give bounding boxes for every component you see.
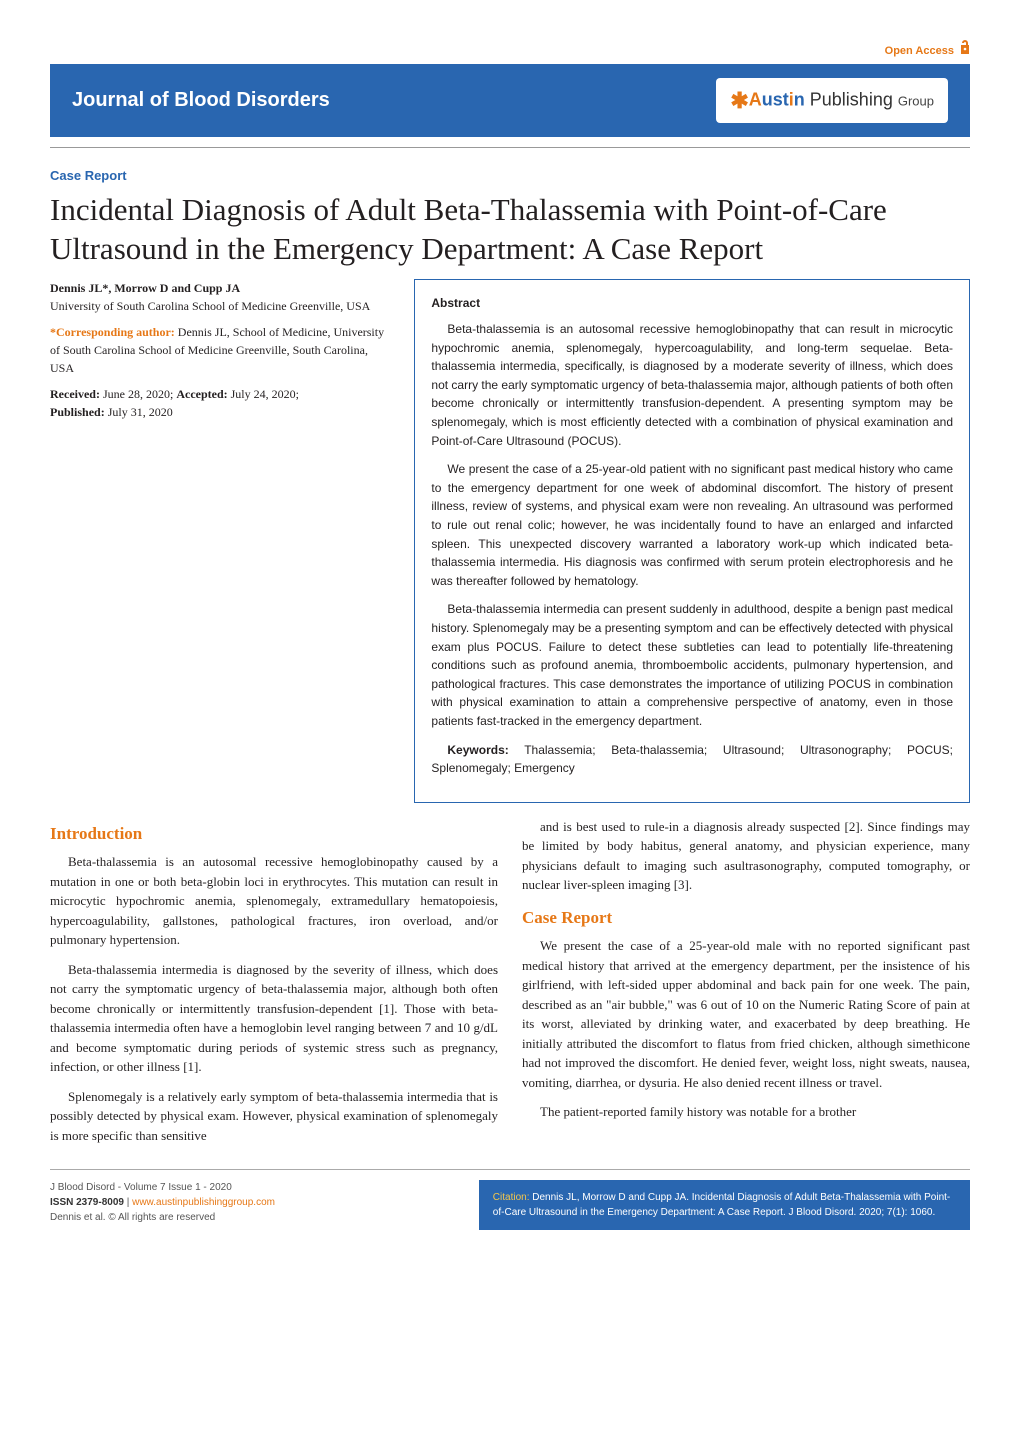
intro-p2: Beta-thalassemia intermedia is diagnosed… [50, 960, 498, 1077]
footer-divider [50, 1169, 970, 1170]
corresponding-label: *Corresponding author: [50, 325, 175, 339]
divider [50, 147, 970, 148]
corresponding-author: *Corresponding author: Dennis JL, School… [50, 323, 390, 377]
accepted-label: Accepted: [176, 387, 227, 401]
star-icon: ✱ [730, 88, 748, 113]
footer-url: www.austinpublishinggroup.com [132, 1197, 275, 1208]
journal-name: Journal of Blood Disorders [72, 85, 330, 115]
case-p2: The patient-reported family history was … [522, 1102, 970, 1122]
abstract-box: Abstract Beta-thalassemia is an autosoma… [414, 279, 970, 803]
open-access-icon [960, 40, 970, 60]
citation-box: Citation: Dennis JL, Morrow D and Cupp J… [479, 1180, 970, 1230]
abstract-p1: Beta-thalassemia is an autosomal recessi… [431, 320, 953, 450]
abstract-p2: We present the case of a 25-year-old pat… [431, 460, 953, 590]
publication-dates: Received: June 28, 2020; Accepted: July … [50, 385, 390, 421]
keywords-text: Thalassemia; Beta-thalassemia; Ultrasoun… [431, 743, 953, 776]
published-date: July 31, 2020 [105, 405, 173, 419]
citation-text: Dennis JL, Morrow D and Cupp JA. Inciden… [493, 1192, 950, 1218]
keywords: Keywords: Thalassemia; Beta-thalassemia;… [431, 741, 953, 778]
footer-copyright: Dennis et al. © All rights are reserved [50, 1210, 455, 1225]
abstract-p3: Beta-thalassemia intermedia can present … [431, 600, 953, 730]
received-label: Received: [50, 387, 100, 401]
case-p1: We present the case of a 25-year-old mal… [522, 936, 970, 1092]
footer: J Blood Disord - Volume 7 Issue 1 - 2020… [50, 1180, 970, 1230]
article-type: Case Report [50, 166, 970, 186]
introduction-heading: Introduction [50, 821, 498, 847]
article-title: Incidental Diagnosis of Adult Beta-Thala… [50, 191, 970, 269]
citation-label: Citation: [493, 1192, 530, 1203]
publisher-sub: Publishing [810, 89, 893, 109]
journal-banner: Journal of Blood Disorders ✱Austin Publi… [50, 64, 970, 137]
author-meta-column: Dennis JL*, Morrow D and Cupp JA Univers… [50, 279, 390, 803]
intro-p3: Splenomegaly is a relatively early sympt… [50, 1087, 498, 1146]
publisher-badge: ✱Austin Publishing Group [716, 78, 948, 123]
open-access-text: Open Access [885, 45, 954, 57]
affiliation: University of South Carolina School of M… [50, 297, 390, 315]
intro-p1: Beta-thalassemia is an autosomal recessi… [50, 852, 498, 950]
accepted-date: July 24, 2020; [228, 387, 299, 401]
issn-label: ISSN 2379-8009 [50, 1197, 124, 1208]
meta-columns: Dennis JL*, Morrow D and Cupp JA Univers… [50, 279, 970, 803]
publisher-group: Group [898, 93, 934, 108]
received-date: June 28, 2020; [100, 387, 176, 401]
authors: Dennis JL*, Morrow D and Cupp JA [50, 279, 390, 297]
footer-issn-line: ISSN 2379-8009 | www.austinpublishinggro… [50, 1195, 455, 1210]
abstract-heading: Abstract [431, 294, 953, 313]
intro-p4: and is best used to rule-in a diagnosis … [522, 817, 970, 895]
abstract-column: Abstract Beta-thalassemia is an autosoma… [414, 279, 970, 803]
footer-left: J Blood Disord - Volume 7 Issue 1 - 2020… [50, 1180, 455, 1230]
open-access-badge: Open Access [50, 40, 970, 60]
body-text: Introduction Beta-thalassemia is an auto… [50, 817, 970, 1146]
keywords-label: Keywords: [447, 743, 508, 757]
case-report-heading: Case Report [522, 905, 970, 931]
published-label: Published: [50, 405, 105, 419]
footer-issue: J Blood Disord - Volume 7 Issue 1 - 2020 [50, 1180, 455, 1195]
